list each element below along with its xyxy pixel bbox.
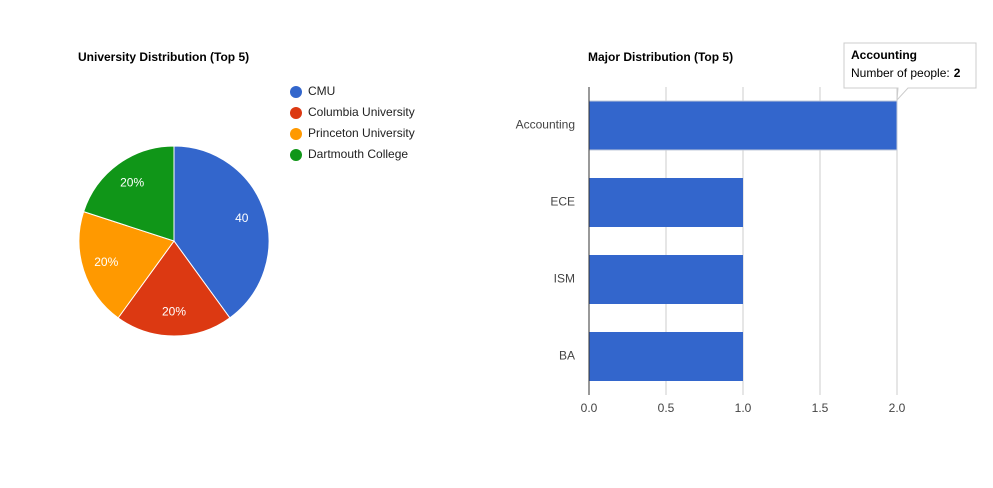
x-tick-label: 1.0: [735, 401, 752, 415]
pie-slice: [117, 240, 231, 337]
bar: [589, 178, 743, 227]
pie-slice: [78, 211, 175, 319]
pie-slice: [83, 145, 175, 242]
slice-label: 20%: [162, 304, 186, 318]
pie-slice: [173, 145, 270, 319]
y-tick-label: Accounting: [516, 118, 575, 132]
legend-label: CMU: [308, 84, 335, 98]
slice-label: 20%: [120, 176, 144, 190]
legend-label: Columbia University: [308, 105, 415, 119]
tooltip-label: Number of people:: [851, 66, 950, 80]
legend-swatch: [290, 128, 302, 140]
bar: [589, 332, 743, 381]
chart-title: University Distribution (Top 5): [78, 50, 249, 64]
tooltip-value: 2: [954, 66, 961, 80]
legend-swatch: [290, 86, 302, 98]
x-tick-label: 0.0: [581, 401, 598, 415]
bar: [588, 100, 898, 151]
bar: [589, 255, 743, 304]
chart-title: Major Distribution (Top 5): [588, 50, 733, 64]
x-tick-label: 2.0: [889, 401, 906, 415]
tooltip-box: [843, 42, 977, 102]
legend-label: Princeton University: [308, 126, 415, 140]
x-tick-label: 1.5: [812, 401, 829, 415]
tooltip-title: Accounting: [851, 48, 917, 62]
y-tick-label: BA: [559, 349, 575, 363]
legend-swatch: [290, 149, 302, 161]
legend-swatch: [290, 107, 302, 119]
y-tick-label: ISM: [554, 272, 575, 286]
slice-label: 20%: [94, 255, 118, 269]
x-tick-label: 0.5: [658, 401, 675, 415]
slice-label: 40: [235, 211, 249, 225]
tooltip: Accounting Number of people: 2: [843, 42, 977, 102]
legend-label: Dartmouth College: [308, 147, 408, 161]
y-tick-label: ECE: [550, 195, 575, 209]
tooltip-text: Number of people: 2: [851, 66, 961, 80]
